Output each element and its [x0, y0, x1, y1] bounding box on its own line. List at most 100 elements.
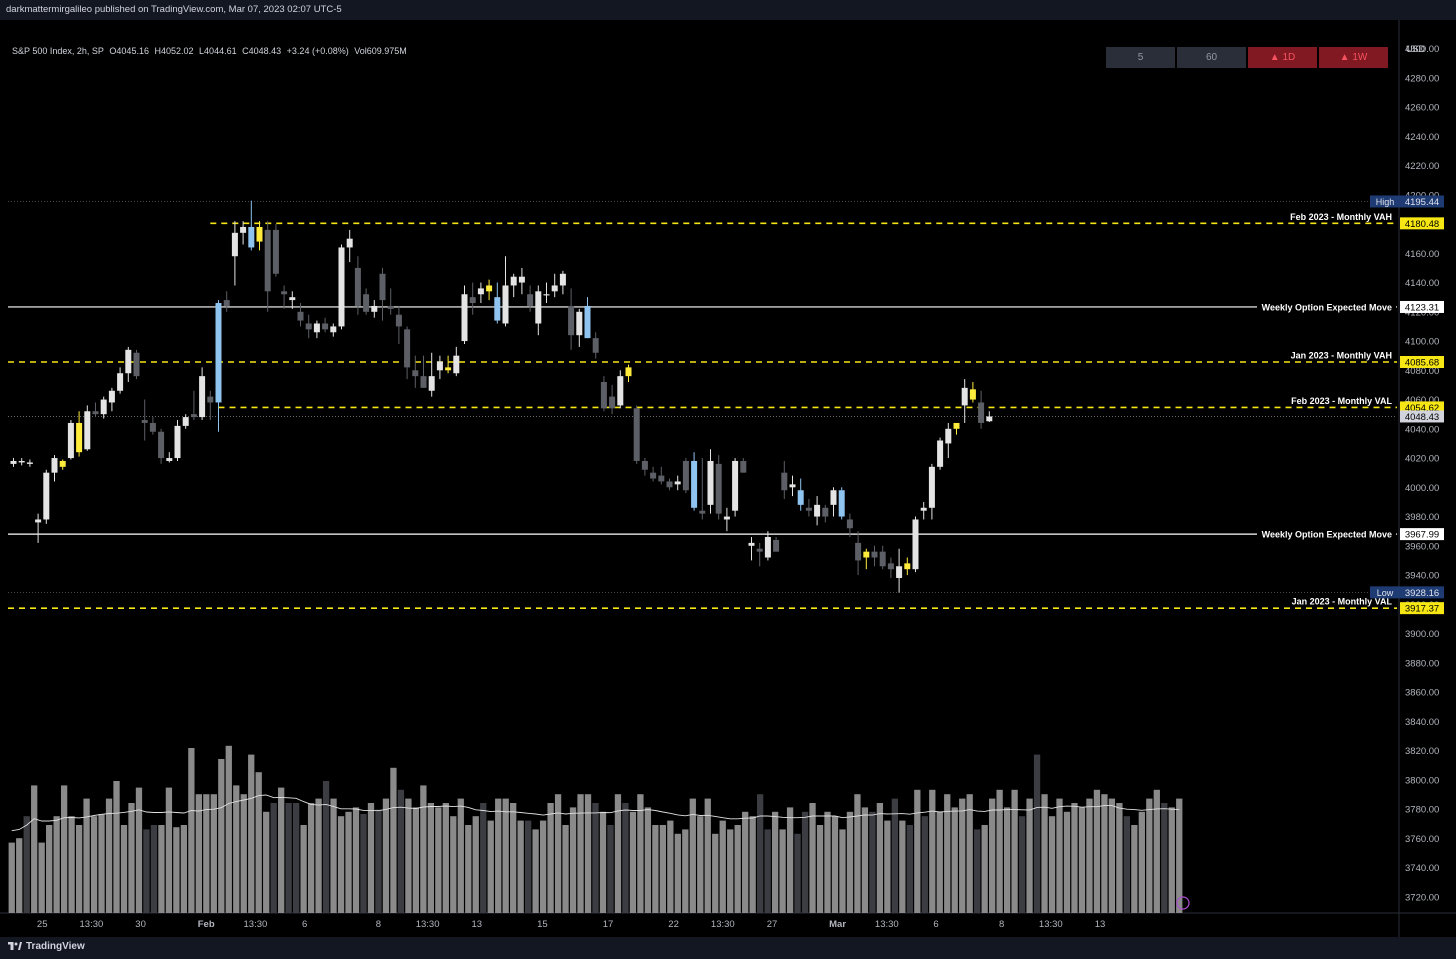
volume-bar: [989, 798, 996, 913]
candle-body: [166, 458, 173, 461]
volume-bar: [367, 803, 375, 913]
chart-frame[interactable]: Feb 2023 - Monthly VAH Weekly Option Expe…: [0, 20, 1456, 937]
volume-bar: [180, 825, 188, 913]
tradingview-brand[interactable]: TradingView: [8, 941, 85, 952]
volume-bar: [420, 785, 427, 913]
volume-bar: [412, 807, 420, 913]
volume-bar: [689, 798, 696, 913]
timeframe-5-button[interactable]: 5: [1106, 47, 1175, 68]
timeframe-1d-button[interactable]: ▲ 1D: [1248, 47, 1317, 68]
volume-bar: [233, 785, 240, 913]
candle-body: [740, 460, 747, 473]
x-tick-label: 22: [668, 919, 679, 930]
volume-bar: [816, 825, 824, 913]
volume-bar: [1078, 807, 1086, 913]
candle-body: [445, 367, 452, 371]
brand-bar: TradingView: [0, 937, 1456, 959]
chart-canvas[interactable]: Feb 2023 - Monthly VAH Weekly Option Expe…: [0, 20, 1456, 937]
timeframe-buttons: 5 60 ▲ 1D ▲ 1W: [1106, 47, 1388, 68]
volume-bar: [337, 816, 345, 913]
price-badges: 4180.48 4123.31 4085.68 4054.62 3967.99 3917.…: [1370, 195, 1444, 615]
y-tick-label: 4260.00: [1405, 103, 1439, 114]
low-badge-value: 3928.16: [1405, 588, 1439, 599]
candle-body: [617, 376, 624, 406]
candle-body: [756, 548, 763, 552]
candle-body: [125, 349, 132, 374]
timeframe-60-button[interactable]: 60: [1177, 47, 1246, 68]
candle-body: [92, 411, 99, 415]
candle-body: [67, 422, 74, 459]
volume-bar: [1033, 754, 1041, 913]
volume-bar: [637, 794, 644, 913]
volume-bar: [839, 829, 846, 913]
candle-body: [346, 238, 353, 248]
symbol-name[interactable]: S&P 500 Index, 2h, SP: [12, 46, 104, 56]
volume-bar: [255, 772, 262, 913]
level-price-text: 4085.68: [1405, 357, 1439, 368]
x-tick-label: Feb: [198, 919, 215, 930]
candle-body: [18, 460, 25, 463]
volume-bar: [1131, 825, 1138, 913]
candle-body: [59, 460, 66, 467]
candle-body: [289, 297, 296, 301]
candle-body: [477, 288, 484, 295]
volume-bar: [315, 798, 322, 913]
volume-bar: [1003, 807, 1011, 913]
y-tick-label: 3740.00: [1405, 863, 1439, 874]
volume-bar: [60, 785, 68, 913]
y-tick-label: 4220.00: [1405, 161, 1439, 172]
low-badge-label-bg: [1370, 586, 1400, 599]
volume-bar: [435, 807, 442, 913]
candle-body: [248, 226, 255, 248]
candle-body: [420, 376, 427, 388]
candle-body: [76, 422, 83, 453]
candle-body: [773, 539, 780, 552]
volume-bar: [1026, 798, 1033, 913]
volume-bar: [1108, 798, 1116, 913]
volume-layer: [8, 745, 1190, 913]
level-label: Feb 2023 - Monthly VAL: [1291, 396, 1392, 406]
candle-body: [272, 229, 279, 274]
volume-bar: [1071, 803, 1078, 913]
low-badge-label: Low: [1377, 588, 1394, 598]
volume-bar: [225, 745, 232, 913]
y-tick-label: 3820.00: [1405, 746, 1439, 757]
x-tick-label: 13:30: [80, 919, 104, 930]
volume-bar: [921, 816, 928, 913]
candle-body: [699, 510, 706, 514]
volume-bar: [682, 829, 689, 913]
volume-bar: [884, 820, 891, 913]
volume-bar: [1168, 807, 1175, 913]
volume-bar: [974, 829, 981, 913]
volume-bar: [906, 825, 913, 913]
volume-bar: [846, 811, 854, 913]
candle-body: [281, 291, 288, 295]
volume-bar: [31, 785, 38, 913]
volume-bar: [944, 794, 951, 913]
last-price-text: 4048.43: [1405, 412, 1439, 423]
candle-body: [633, 408, 640, 461]
x-tick-label: 13:30: [244, 919, 268, 930]
price-axis[interactable]: 3720.00 3740.00 3760.00 3780.00 3800.00 3820.…: [1405, 44, 1439, 903]
high-badge-value-bg: [1400, 195, 1444, 208]
volume-bar: [322, 781, 330, 913]
candle-body: [502, 285, 509, 324]
candle-body: [371, 305, 378, 312]
volume-bar: [1123, 816, 1131, 913]
volume-value: Vol609.975M: [354, 46, 407, 56]
candle-body: [666, 481, 673, 488]
last-price-badge: [1400, 410, 1444, 423]
volume-bar: [1056, 798, 1063, 913]
y-tick-label: 4140.00: [1405, 278, 1439, 289]
volume-bar: [263, 811, 270, 913]
volume-bar: [450, 816, 457, 913]
candle-body: [945, 428, 952, 444]
volume-bar: [951, 807, 958, 913]
symbol-legend[interactable]: S&P 500 Index, 2h, SP O4045.16 H4052.02 …: [12, 46, 410, 56]
volume-bar: [652, 825, 659, 913]
timeframe-1w-button[interactable]: ▲ 1W: [1319, 47, 1388, 68]
candle-body: [715, 463, 722, 514]
time-axis[interactable]: 25 13:30 30 Feb 13:30 6 8 13:30 13 15 17 22 13:30 27 M…: [37, 919, 1105, 930]
volume-bar: [150, 825, 158, 913]
volume-bar: [1041, 794, 1048, 913]
